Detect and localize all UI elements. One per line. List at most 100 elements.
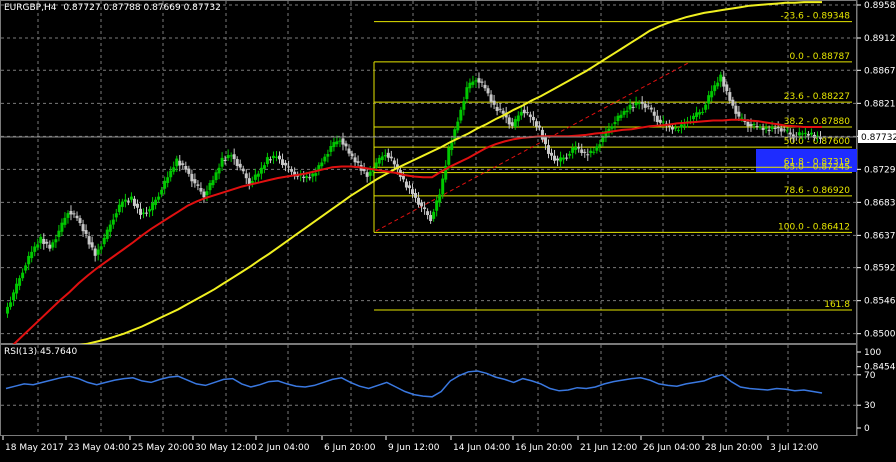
candle-body xyxy=(815,135,819,137)
candle-body xyxy=(788,132,792,135)
candle-body xyxy=(271,155,275,159)
candle-body xyxy=(99,246,103,250)
candle-body xyxy=(247,178,251,186)
candle-body xyxy=(220,157,224,167)
candle-body xyxy=(752,123,756,126)
candle-body xyxy=(661,121,665,123)
candle-body xyxy=(791,134,795,139)
rsi-header: RSI(13) 45.7640 xyxy=(4,347,78,357)
candle-body xyxy=(250,180,254,183)
candle-body xyxy=(39,236,43,244)
candle-body xyxy=(154,199,158,205)
time-tick-label: 26 Jun 04:00 xyxy=(643,443,700,453)
candle-body xyxy=(574,147,578,150)
candle-body xyxy=(438,194,442,203)
candle-body xyxy=(441,178,445,195)
candle-body xyxy=(138,208,142,215)
candle-body xyxy=(241,168,245,172)
candle-body xyxy=(465,87,469,100)
rsi-tick-label: 0 xyxy=(864,424,870,434)
candle-body xyxy=(72,213,76,215)
candle-body xyxy=(335,141,339,145)
fib-level-label: 61.8 - 0.87319 xyxy=(784,157,850,167)
candle-body xyxy=(812,134,816,139)
candle-body xyxy=(199,188,203,192)
candle-body xyxy=(779,128,783,132)
candle-body xyxy=(716,82,720,87)
candle-body xyxy=(613,122,617,125)
rsi-tick-label: 30 xyxy=(864,401,876,411)
candle-body xyxy=(338,140,342,142)
candle-body xyxy=(374,162,378,168)
candle-body xyxy=(111,219,115,225)
candle-body xyxy=(114,213,118,218)
candle-body xyxy=(332,142,336,148)
fib-level-label: 38.2 - 0.87880 xyxy=(784,117,850,127)
candle-body xyxy=(169,170,173,178)
candle-body xyxy=(471,81,475,85)
candle-body xyxy=(126,200,130,202)
time-tick-label: 25 May 20:00 xyxy=(132,443,194,453)
time-tick-label: 2 Jun 04:00 xyxy=(258,443,310,453)
candle-body xyxy=(223,160,227,162)
candle-body xyxy=(543,137,547,145)
candle-body xyxy=(69,210,73,215)
candle-body xyxy=(102,237,106,245)
blue-target-zone xyxy=(756,149,857,172)
candle-body xyxy=(36,244,40,248)
candle-body xyxy=(24,265,28,271)
candle-body xyxy=(368,171,372,176)
price-axis: 0.895800.891200.886700.882100.877500.872… xyxy=(857,1,896,373)
candle-body xyxy=(537,125,541,128)
candle-body xyxy=(120,201,124,207)
candle-body xyxy=(701,111,705,113)
candle-body xyxy=(510,122,514,126)
fib-level-label: 161.8 xyxy=(824,300,850,310)
candle-body xyxy=(18,278,22,286)
candle-body xyxy=(785,130,789,132)
candle-body xyxy=(208,182,212,191)
symbol-label: EURGBP,H4 xyxy=(4,3,57,13)
candle-body xyxy=(531,116,535,121)
candle-body xyxy=(540,129,544,140)
slow-moving-average xyxy=(79,1,822,344)
candle-body xyxy=(483,84,487,89)
candle-body xyxy=(625,110,629,113)
chart-header: EURGBP,H4 0.87727 0.87788 0.87669 0.8773… xyxy=(4,3,221,13)
candle-body xyxy=(163,180,167,189)
candle-body xyxy=(129,196,133,200)
ohlc-values: 0.87727 0.87788 0.87669 0.87732 xyxy=(63,3,221,13)
dashed-trendline[interactable] xyxy=(375,61,691,232)
candle-body xyxy=(151,202,155,211)
candle-body xyxy=(302,176,306,178)
candle-body xyxy=(800,133,804,135)
candle-body xyxy=(634,102,638,106)
moving-averages xyxy=(12,1,822,344)
candle-body xyxy=(27,255,31,265)
candle-body xyxy=(392,160,396,165)
candle-body xyxy=(501,110,505,114)
candle-body xyxy=(60,222,64,232)
candle-body xyxy=(362,168,366,172)
candle-body xyxy=(474,80,478,82)
candle-body xyxy=(652,111,656,116)
candle-body xyxy=(640,101,644,104)
candle-body xyxy=(404,181,408,188)
candle-body xyxy=(550,152,554,156)
candle-body xyxy=(601,136,605,143)
candle-body xyxy=(190,173,194,182)
candle-body xyxy=(667,125,671,127)
candle-body xyxy=(135,203,139,208)
candle-body xyxy=(96,249,100,255)
candle-body xyxy=(15,283,19,294)
candle-body xyxy=(534,121,538,127)
candle-body xyxy=(755,126,759,128)
candle-body xyxy=(486,88,490,94)
candle-body xyxy=(679,124,683,128)
candle-body xyxy=(658,119,662,123)
candle-body xyxy=(556,158,560,161)
candle-body xyxy=(314,173,318,176)
